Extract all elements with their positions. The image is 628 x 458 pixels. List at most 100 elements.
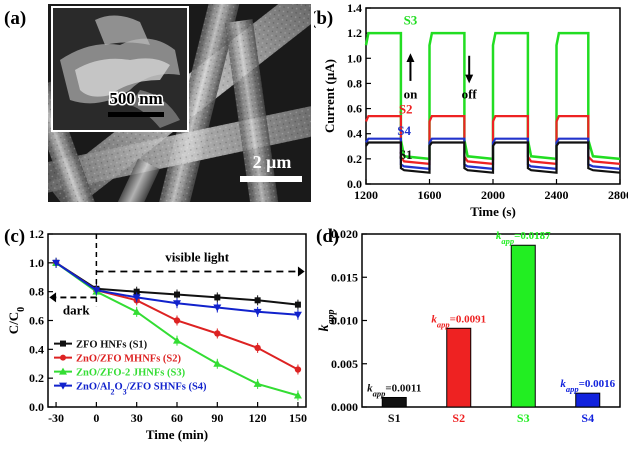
value-label-s3: kapp=0.0187	[496, 230, 551, 246]
visible-arrow-icon	[297, 266, 305, 277]
ytick-label-c: 0.0	[29, 400, 44, 414]
dark-label: dark	[63, 303, 91, 318]
panel-b: (b) 0.0 0.2 0.4 0.6 0.8 1.0 1.2 1.4 1200 1600 2000 2…	[310, 0, 628, 226]
xtick-label-b: 2000	[481, 188, 505, 202]
inset-scale-label: 500 nm	[109, 89, 162, 108]
on-arrow-icon	[406, 53, 415, 63]
category-label-s1: S1	[388, 411, 401, 425]
ytick-label-d: 0.005	[331, 357, 358, 371]
ytick-label-b: 0.8	[347, 76, 362, 90]
data-point-c1	[294, 301, 301, 308]
data-point-c4	[52, 259, 61, 267]
ytick-label-d: 0.000	[331, 400, 358, 414]
panel-label-b: (b)	[314, 8, 333, 29]
series-line-s3	[364, 31, 621, 161]
panel-label-c: (c)	[4, 226, 25, 247]
kapp-bar-chart: (d) 0.000 0.005 0.010 0.015 0.020 kapp S1 kapp=0…	[316, 226, 621, 425]
legend-marker	[60, 354, 66, 361]
data-point-c3	[132, 307, 141, 315]
xtick-label-b: 1200	[354, 188, 378, 202]
ytick-label-c: 1.2	[29, 227, 44, 241]
inset-nanostructure	[60, 15, 180, 128]
xtick-label-c: 60	[171, 411, 183, 425]
series-label-s4: S4	[397, 123, 411, 138]
main-scale-label: 2 μm	[253, 152, 292, 172]
value-label-s1: kapp=0.0011	[367, 382, 421, 398]
sem-image-panel: (a) 500 nm 2 μm	[4, 4, 311, 202]
ytick-label-c: 0.2	[29, 371, 44, 385]
legend-marker	[59, 382, 67, 390]
xtick-label-c: 30	[131, 411, 143, 425]
data-point-c1	[254, 297, 261, 304]
degradation-chart: (c) 0.0 0.2 0.4 0.6 0.8 1.0 1.2 -30 0 30 60 90 120 150…	[4, 226, 307, 442]
xtick-label-c: 150	[289, 411, 307, 425]
ytick-label-b: 1.0	[347, 51, 362, 65]
data-point-c1	[174, 291, 180, 298]
data-point-c3	[173, 336, 181, 344]
xtick-label-b: 2800	[608, 188, 628, 202]
xtick-label-c: 0	[93, 411, 99, 425]
data-point-c4	[213, 304, 222, 312]
ytick-label-c: 1.0	[29, 256, 44, 270]
value-label-s4: kapp=0.0016	[560, 378, 615, 394]
data-point-c4	[253, 308, 262, 316]
ytick-label-d: 0.020	[331, 227, 358, 241]
legend-entry-c2: ZnO/ZFO MHNFs (S2)	[76, 354, 182, 365]
category-label-s3: S3	[517, 411, 530, 425]
nanofibers	[48, 4, 311, 202]
on-label: on	[404, 87, 419, 102]
legend-marker	[60, 340, 66, 347]
panel-label-a: (a)	[4, 8, 26, 29]
dark-arrow-icon	[49, 292, 57, 303]
series-label-s2: S2	[399, 102, 413, 117]
ylabel-d: kapp	[317, 310, 337, 332]
ytick-label-b: 0.2	[347, 152, 362, 166]
main-scale-bar	[240, 176, 302, 182]
data-point-c1	[133, 288, 140, 295]
data-point-c3	[293, 391, 302, 399]
visible-light-label: visible light	[165, 249, 230, 264]
xtick-label-b: 2400	[545, 188, 569, 202]
data-point-c3	[253, 379, 262, 387]
xlabel-b: Time (s)	[470, 204, 516, 219]
ytick-label-c: 0.6	[29, 314, 44, 328]
xtick-label-c: -30	[48, 411, 64, 425]
bar-s4	[575, 392, 601, 408]
bar-s1	[381, 396, 407, 408]
series-label-s1: S1	[399, 147, 413, 162]
legend-entry-c3: ZnO/ZFO-2 JHNFs (S3)	[76, 368, 186, 379]
panel-d: (d) 0.000 0.005 0.010 0.015 0.020 kapp S1 kapp=0…	[314, 226, 628, 453]
ytick-label-d: 0.015	[331, 270, 358, 284]
series-label-s3: S3	[404, 12, 418, 27]
data-point-c1	[214, 294, 221, 301]
data-point-c4	[173, 300, 181, 308]
panel-label-d: (d)	[316, 226, 339, 247]
ytick-label-b: 1.2	[347, 26, 362, 40]
legend-entry-c1: ZFO HNFs (S1)	[76, 340, 148, 351]
photocurrent-chart: (b) 0.0 0.2 0.4 0.6 0.8 1.0 1.2 1.4 1200 1600 2000 2…	[310, 1, 628, 219]
off-arrow-icon	[465, 74, 474, 84]
ytick-label-d: 0.010	[331, 314, 358, 328]
data-point-c3	[213, 359, 222, 367]
category-label-s4: S4	[581, 411, 594, 425]
data-point-c2	[254, 344, 261, 352]
legend-marker	[59, 367, 67, 375]
data-point-c2	[173, 317, 181, 324]
ytick-label-b: 0.4	[347, 127, 362, 141]
legend-entry-c4: ZnO/Al2O3/ZFO SHNFs (S4)	[76, 382, 207, 397]
value-label-s2: kapp=0.0091	[431, 313, 486, 329]
ytick-label-c: 0.4	[29, 342, 44, 356]
ylabel-c: C/C0	[6, 307, 27, 334]
data-point-c2	[294, 366, 302, 373]
xtick-label-c: 120	[249, 411, 267, 425]
off-label: off	[462, 87, 478, 102]
data-point-c2	[214, 330, 221, 337]
ytick-label-b: 1.4	[347, 1, 362, 15]
xtick-label-b: 1600	[418, 188, 442, 202]
ytick-label-c: 0.8	[29, 285, 44, 299]
ytick-label-b: 0.6	[347, 102, 362, 116]
panel-c: (c) 0.0 0.2 0.4 0.6 0.8 1.0 1.2 -30 0 30 60 90 120 150…	[0, 226, 314, 453]
bar-s3	[510, 244, 536, 408]
bar-s2	[446, 327, 472, 408]
inset-scale-bar	[108, 112, 164, 117]
